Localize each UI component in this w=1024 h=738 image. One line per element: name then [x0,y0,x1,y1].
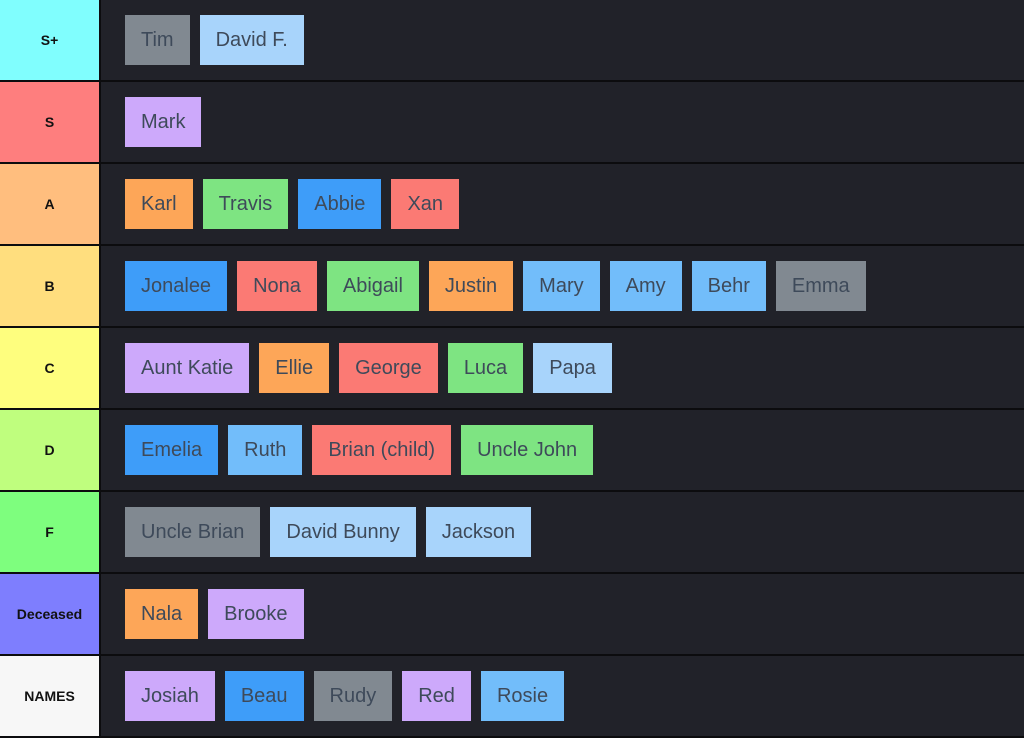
tier-label[interactable]: S [0,82,99,162]
tier-item-tim[interactable]: Tim [125,15,190,65]
tier-row-s: S Mark [0,82,1024,162]
tier-item-beau[interactable]: Beau [224,671,304,721]
tier-items-dropzone[interactable]: Karl Travis Abbie Xan [101,164,1024,244]
tier-items-dropzone[interactable]: Emelia Ruth Brian (child) Uncle John [101,410,1024,490]
tier-label[interactable]: Deceased [0,574,99,654]
tier-label[interactable]: S+ [0,0,99,80]
tier-label[interactable]: F [0,492,99,572]
tier-label[interactable]: C [0,328,99,408]
tier-item-uncle-brian[interactable]: Uncle Brian [125,507,261,557]
tier-item-nala[interactable]: Nala [125,589,199,639]
tier-items-dropzone[interactable]: Uncle Brian David Bunny Jackson [101,492,1024,572]
tier-item-abbie[interactable]: Abbie [298,179,382,229]
tier-item-papa[interactable]: Papa [533,343,612,393]
tier-items-dropzone[interactable]: Tim David F. [101,0,1024,80]
tier-items-dropzone[interactable]: Josiah Beau Rudy Red Rosie [101,656,1024,736]
tier-item-aunt-katie[interactable]: Aunt Katie [125,343,250,393]
tier-item-amy[interactable]: Amy [609,261,682,311]
tier-item-emma[interactable]: Emma [775,261,866,311]
tier-item-karl[interactable]: Karl [125,179,193,229]
tier-item-ruth[interactable]: Ruth [228,425,303,475]
tier-row-a: A Karl Travis Abbie Xan [0,164,1024,244]
tier-item-nona[interactable]: Nona [237,261,317,311]
tier-row-d: D Emelia Ruth Brian (child) Uncle John [0,410,1024,490]
tier-item-jackson[interactable]: Jackson [425,507,532,557]
tier-item-uncle-john[interactable]: Uncle John [461,425,594,475]
tier-item-rosie[interactable]: Rosie [480,671,565,721]
tier-item-behr[interactable]: Behr [691,261,766,311]
tier-row-c: C Aunt Katie Ellie George Luca Papa [0,328,1024,408]
tier-items-dropzone[interactable]: Mark [101,82,1024,162]
tier-item-emelia[interactable]: Emelia [125,425,219,475]
tier-item-josiah[interactable]: Josiah [125,671,215,721]
tier-item-red[interactable]: Red [402,671,471,721]
tier-item-mary[interactable]: Mary [523,261,600,311]
tier-label[interactable]: A [0,164,99,244]
tier-item-brooke[interactable]: Brooke [208,589,304,639]
tier-item-ellie[interactable]: Ellie [259,343,330,393]
tier-row-names: NAMES Josiah Beau Rudy Red Rosie [0,656,1024,736]
tier-item-mark[interactable]: Mark [125,97,202,147]
tier-item-justin[interactable]: Justin [428,261,514,311]
tier-item-rudy[interactable]: Rudy [313,671,393,721]
tier-item-brian-child[interactable]: Brian (child) [312,425,452,475]
tier-item-xan[interactable]: Xan [391,179,460,229]
tier-item-abigail[interactable]: Abigail [326,261,419,311]
tier-item-david-f[interactable]: David F. [199,15,304,65]
tier-items-dropzone[interactable]: Nala Brooke [101,574,1024,654]
tier-row-b: B Jonalee Nona Abigail Justin Mary Amy Behr Emma [0,246,1024,326]
tier-label[interactable]: NAMES [0,656,99,736]
tier-row-f: F Uncle Brian David Bunny Jackson [0,492,1024,572]
tier-row-s: S+ Tim David F. [0,0,1024,80]
tier-item-george[interactable]: George [339,343,438,393]
tier-item-travis[interactable]: Travis [202,179,289,229]
tier-items-dropzone[interactable]: Jonalee Nona Abigail Justin Mary Amy Behr Emma [101,246,1024,326]
tier-items-dropzone[interactable]: Aunt Katie Ellie George Luca Papa [101,328,1024,408]
tier-item-luca[interactable]: Luca [447,343,524,393]
tier-label[interactable]: B [0,246,99,326]
tier-label[interactable]: D [0,410,99,490]
tier-row-deceased: Deceased Nala Brooke [0,574,1024,654]
tier-item-jonalee[interactable]: Jonalee [125,261,228,311]
tier-item-david-bunny[interactable]: David Bunny [270,507,416,557]
